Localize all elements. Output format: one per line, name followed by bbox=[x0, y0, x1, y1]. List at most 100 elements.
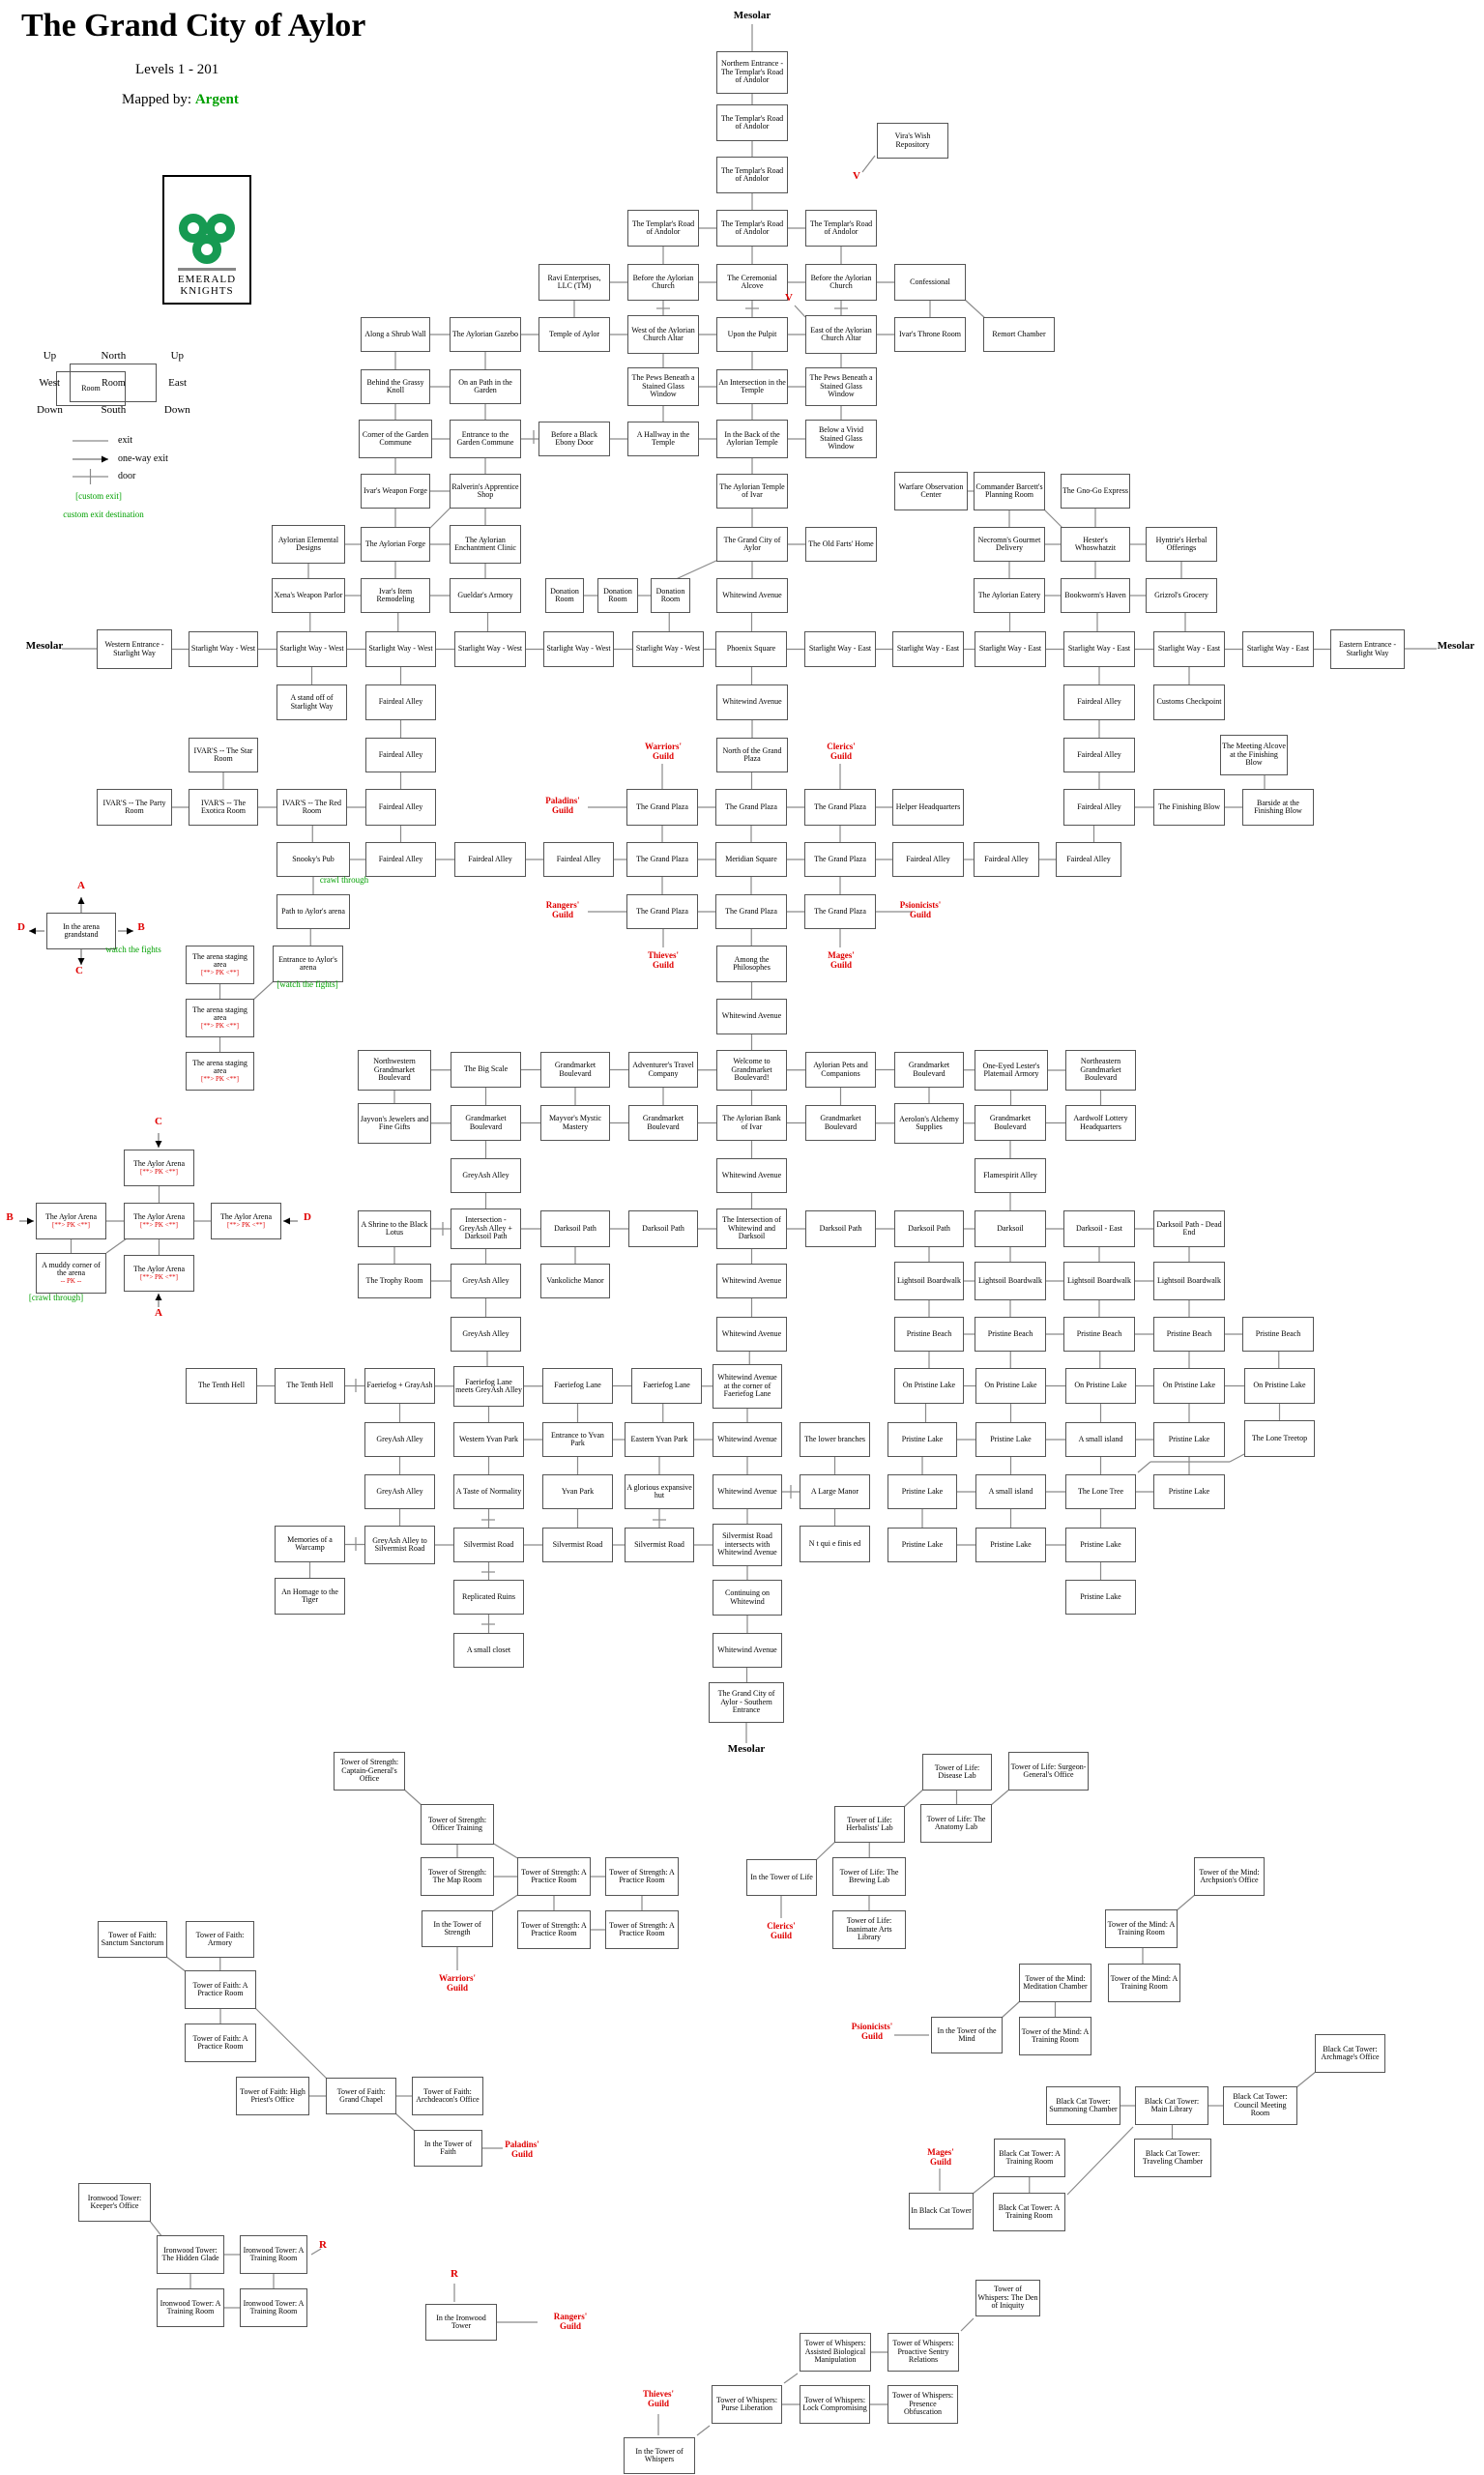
guild-label: Rangers' Guild bbox=[545, 900, 580, 919]
map-room: The Lone Treetop bbox=[1244, 1420, 1315, 1457]
room-label: Pristine Beach bbox=[1255, 1328, 1301, 1338]
map-room: The Templar's Road of Andolor bbox=[716, 210, 788, 247]
map-room: Whitewind Avenue bbox=[713, 1422, 782, 1457]
room-label: The arena staging area bbox=[192, 1058, 247, 1076]
room-label: Hyntrie's Herbal Offerings bbox=[1155, 535, 1208, 552]
room-label: The Aylorian Gazebo bbox=[451, 329, 519, 338]
room-label: Tower of the Mind: Archpsion's Office bbox=[1199, 1867, 1260, 1884]
room-label: Pristine Lake bbox=[1080, 1591, 1121, 1601]
map-room: Confessional bbox=[894, 264, 966, 301]
map-room: Tower of the Mind: A Training Room bbox=[1105, 1909, 1178, 1948]
map-room: Tower of Strength: Officer Training bbox=[421, 1804, 494, 1845]
map-room: Mayvor's Mystic Mastery bbox=[540, 1105, 610, 1141]
room-label: An Homage to the Tiger bbox=[281, 1587, 338, 1604]
room-label: In Black Cat Tower bbox=[911, 2205, 972, 2215]
map-room: The Gno-Go Express bbox=[1061, 474, 1130, 509]
map-room: Fairdeal Alley bbox=[454, 842, 526, 877]
room-label: Tower of Strength: A Practice Room bbox=[521, 1867, 587, 1884]
map-room: Darksoil bbox=[975, 1210, 1046, 1247]
room-label: A Large Manor bbox=[810, 1486, 859, 1496]
map-room: Donation Room bbox=[545, 578, 584, 613]
room-label: Remort Chamber bbox=[992, 329, 1046, 338]
room-label: Tower of Faith: A Practice Room bbox=[192, 2033, 248, 2051]
compass-up-east: Up bbox=[170, 350, 185, 363]
map-room: The Tenth Hell bbox=[186, 1368, 257, 1404]
room-label: Black Cat Tower: Main Library bbox=[1144, 2096, 1200, 2113]
map-room: Welcome to Grandmarket Boulevard! bbox=[716, 1050, 787, 1091]
compass-west: West bbox=[39, 377, 61, 389]
exit-line bbox=[428, 506, 452, 530]
compass-east: East bbox=[168, 377, 188, 389]
map-room: An Intersection in the Temple bbox=[716, 369, 788, 404]
room-label: The Gno-Go Express bbox=[1062, 485, 1128, 495]
exit-line bbox=[1295, 2070, 1318, 2089]
map-room: Tower of the Mind: Meditation Chamber bbox=[1019, 1964, 1091, 2002]
room-label: In the Tower of Faith bbox=[423, 2139, 473, 2156]
map-room: Tower of Faith: Archdeacon's Office bbox=[412, 2077, 483, 2115]
map-room: Upon the Pulpit bbox=[716, 317, 788, 352]
map-room: Tower of the Mind: A Training Room bbox=[1108, 1964, 1180, 2002]
room-label: Grandmarket Boulevard bbox=[465, 1114, 507, 1131]
room-label: Tower of Whispers: Lock Compromising bbox=[802, 2395, 867, 2412]
map-room: Fairdeal Alley bbox=[1063, 789, 1135, 826]
map-room: The Aylor Arena [**> PK <**] bbox=[124, 1150, 194, 1186]
map-room: Black Cat Tower: A Training Room bbox=[993, 2193, 1065, 2231]
map-room: Aardwolf Lottery Headquarters bbox=[1065, 1105, 1136, 1141]
map-room: The Pews Beneath a Stained Glass Window bbox=[627, 367, 699, 406]
map-room: Northern Entrance - The Templar's Road o… bbox=[716, 51, 788, 94]
pk-flag-label: [**> PK <**] bbox=[139, 1272, 178, 1281]
custom-exit-note: crawl through bbox=[319, 875, 369, 885]
map-room: GreyAsh Alley to Silvermist Road bbox=[364, 1526, 435, 1564]
map-room: The Templar's Road of Andolor bbox=[627, 210, 699, 247]
room-label: Aylorian Elemental Designs bbox=[277, 535, 339, 552]
exit-line bbox=[164, 1955, 188, 1973]
map-room: In the Back of the Aylorian Temple bbox=[716, 420, 788, 458]
room-label: IVAR'S -- The Party Room bbox=[102, 798, 166, 815]
compass-down-east: Down bbox=[163, 403, 190, 416]
room-label: Tower of Whispers: Assisted Biological M… bbox=[804, 2339, 866, 2365]
custom-exit-note: watch the fights bbox=[105, 945, 161, 954]
room-label: Tower of Whispers: Proactive Sentry Rela… bbox=[892, 2339, 954, 2365]
room-label: Continuing on Whitewind bbox=[724, 1588, 770, 1606]
map-room: N t qui e finis ed bbox=[800, 1526, 870, 1562]
map-room: Grandmarket Boulevard bbox=[805, 1105, 876, 1141]
emerald-knights-logo: EMERALD KNIGHTS bbox=[162, 175, 251, 305]
map-room: The Lone Tree bbox=[1065, 1474, 1136, 1509]
room-label: Lightsoil Boardwalk bbox=[897, 1275, 961, 1285]
map-room: Starlight Way - West bbox=[189, 631, 258, 667]
map-room: On an Path in the Garden bbox=[450, 369, 521, 404]
exit-line bbox=[960, 2317, 975, 2332]
one-way-arrowhead-icon bbox=[27, 1217, 34, 1225]
map-room: Among the Philosophes bbox=[716, 946, 787, 982]
map-room: A small island bbox=[975, 1474, 1046, 1509]
room-label: Darksoil Path bbox=[554, 1223, 597, 1233]
room-label: Tower of Life: Disease Lab bbox=[934, 1762, 980, 1780]
legend-door-label: door bbox=[118, 471, 136, 481]
guild-label: Warriors' Guild bbox=[439, 1973, 476, 1993]
room-label: The Grand Plaza bbox=[636, 854, 688, 863]
room-label: Mayvor's Mystic Mastery bbox=[548, 1114, 602, 1131]
room-label: Aylorian Pets and Companions bbox=[813, 1061, 868, 1078]
map-room: Barside at the Finishing Blow bbox=[1242, 789, 1314, 826]
custom-exit-note: [watch the fights] bbox=[276, 979, 338, 989]
map-room: On Pristine Lake bbox=[1244, 1368, 1315, 1404]
map-room: Tower of Whispers: Proactive Sentry Rela… bbox=[887, 2333, 959, 2372]
room-label: Grizrol's Grocery bbox=[1154, 590, 1208, 599]
logo-line2: KNIGHTS bbox=[180, 285, 234, 297]
map-room: Tower of Faith: High Priest's Office bbox=[236, 2077, 309, 2115]
map-room: Tower of Strength: A Practice Room bbox=[605, 1857, 679, 1896]
room-label: Starlight Way - West bbox=[190, 644, 256, 654]
map-room: An Homage to the Tiger bbox=[275, 1578, 345, 1615]
mesolar-label: Mesolar bbox=[733, 10, 771, 21]
room-label: Pristine Lake bbox=[1168, 1434, 1210, 1443]
room-label: Ironwood Tower: A Training Room bbox=[160, 2298, 221, 2315]
map-room: Faeriefog Lane bbox=[631, 1368, 702, 1404]
room-label: GreyAsh Alley bbox=[462, 1328, 509, 1338]
room-label: Fairdeal Alley bbox=[378, 697, 423, 707]
map-room: Continuing on Whitewind bbox=[713, 1580, 782, 1616]
map-room: The arena staging area [**> PK <**] bbox=[186, 999, 254, 1037]
room-label: Ironwood Tower: The Hidden Glade bbox=[161, 2245, 219, 2262]
pk-flag-label: [**> PK <**] bbox=[200, 1021, 239, 1030]
exit-line bbox=[1175, 1893, 1197, 1912]
map-room: Starlight Way - East bbox=[975, 631, 1046, 667]
